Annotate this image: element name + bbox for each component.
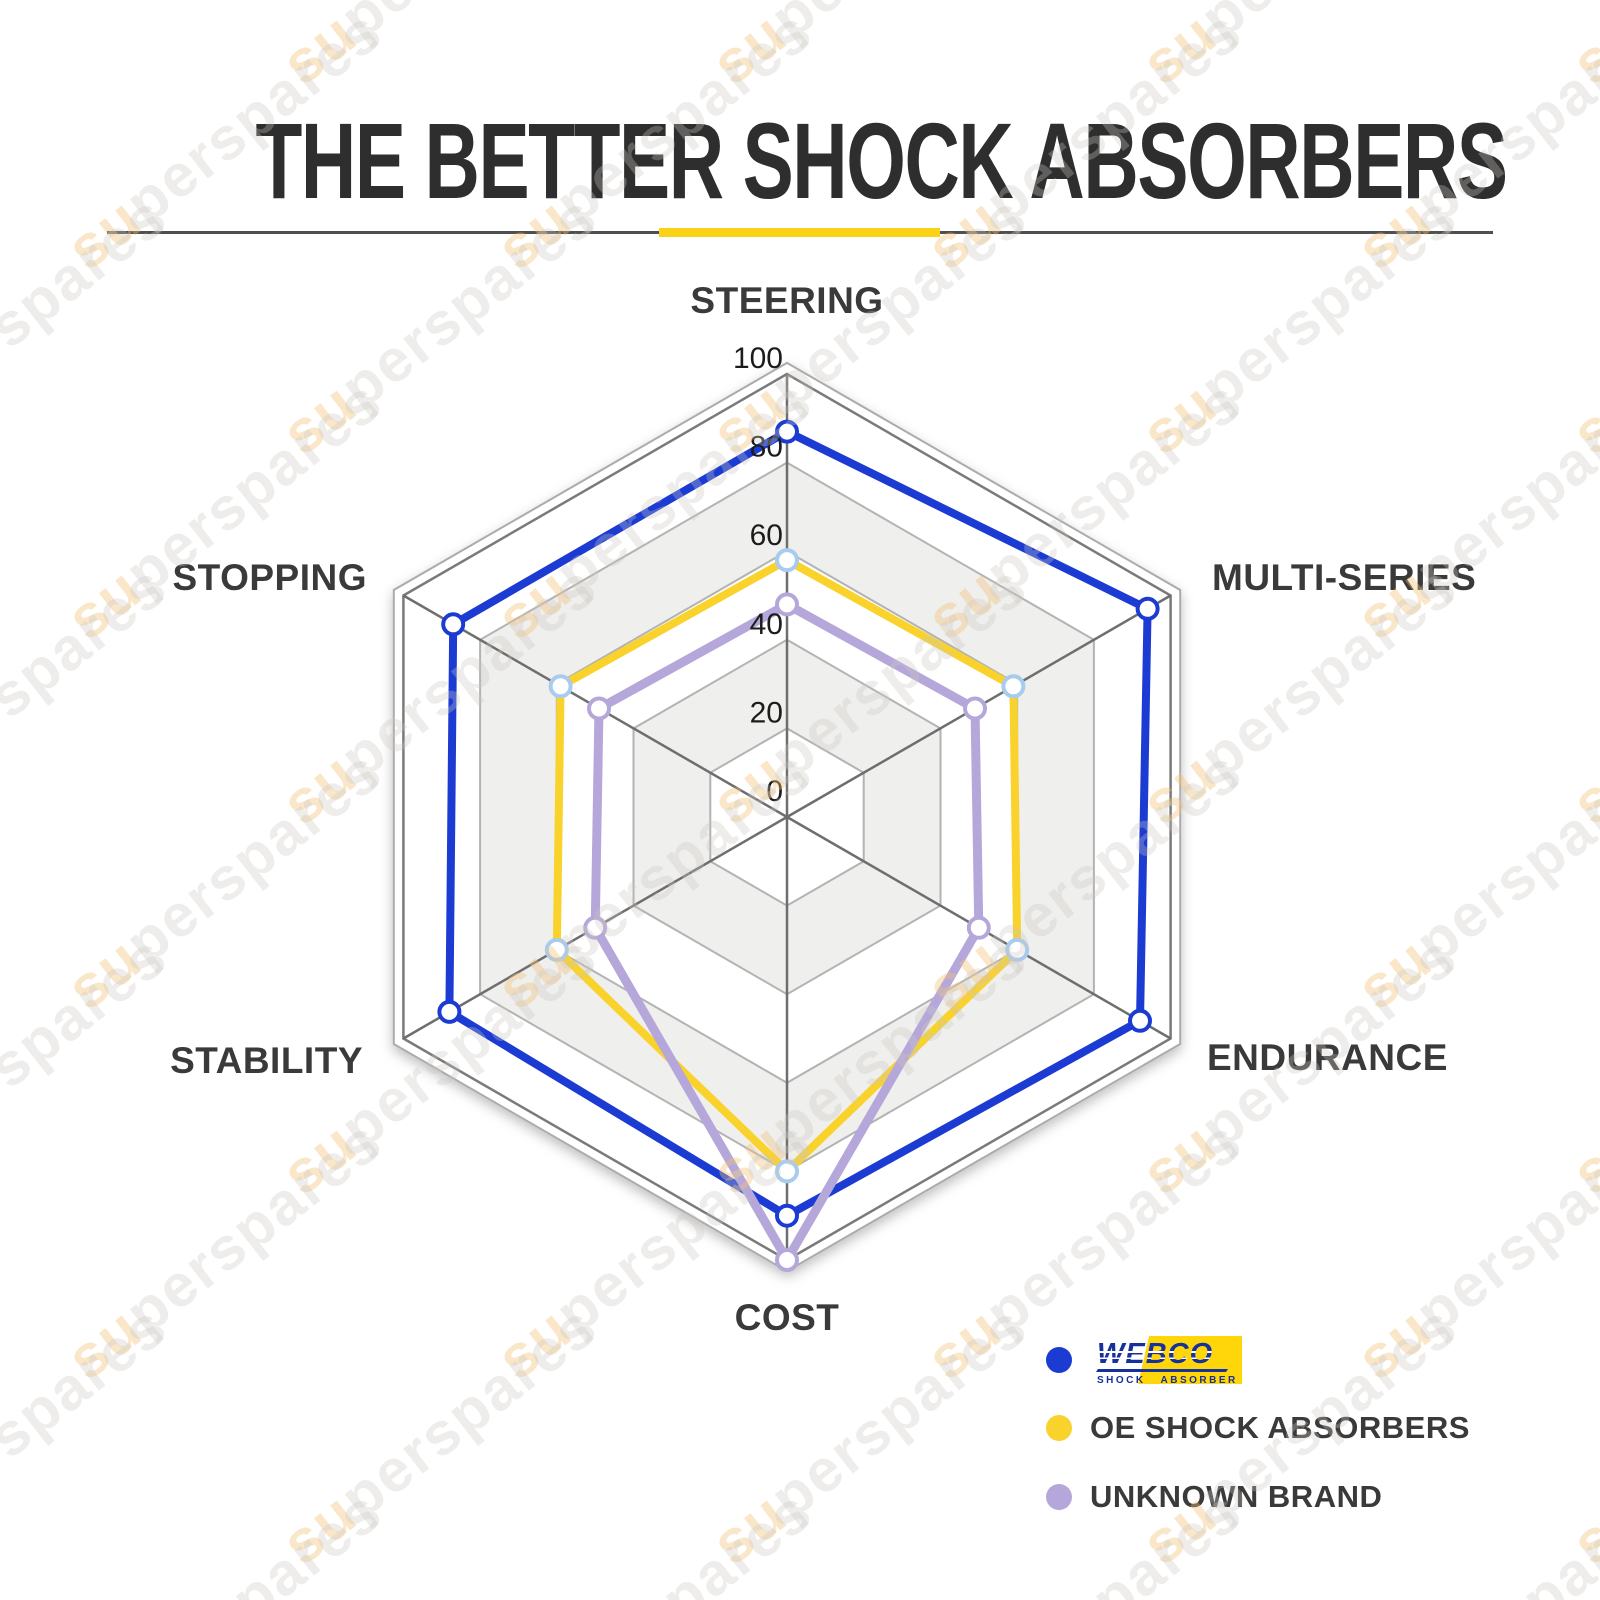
series-marker-0 [1135, 596, 1160, 621]
tick-label: 100 [733, 342, 783, 375]
series-marker-1 [1005, 937, 1030, 962]
series-marker-2 [583, 915, 608, 940]
series-marker-1 [775, 548, 799, 573]
page-title: THE BETTER SHOCK ABSORBERS [255, 100, 1509, 221]
series-marker-2 [963, 696, 987, 721]
webco-logo-text: WEBCO [1097, 1338, 1214, 1370]
webco-logo: WEBCO SHOCK ABSORBER [1090, 1336, 1242, 1386]
axis-label-stopping: STOPPING [172, 557, 367, 598]
legend-dot-oe [1046, 1415, 1072, 1441]
legend-item-oe: OE SHOCK ABSORBERS [1046, 1402, 1470, 1454]
series-marker-1 [775, 1159, 799, 1184]
webco-logo-subtext: SHOCK ABSORBER [1097, 1375, 1238, 1386]
tick-label: 20 [750, 696, 783, 729]
tick-label: 40 [750, 608, 783, 641]
axis-label-multi-series: MULTI-SERIES [1212, 557, 1477, 598]
legend-dot-webco [1046, 1347, 1072, 1373]
legend-label-oe: OE SHOCK ABSORBERS [1090, 1410, 1470, 1445]
series-marker-2 [966, 915, 991, 940]
tick-label: 60 [750, 519, 783, 552]
axis-label-cost: COST [734, 1297, 840, 1338]
series-marker-0 [775, 1203, 799, 1228]
series-marker-2 [775, 1248, 799, 1272]
legend-item-webco: WEBCO SHOCK ABSORBER [1046, 1334, 1242, 1386]
title-accent-bar [659, 228, 940, 237]
legend-dot-unknown [1046, 1484, 1072, 1510]
series-marker-2 [587, 696, 611, 721]
legend-label-unknown: UNKNOWN BRAND [1090, 1479, 1383, 1514]
series-marker-0 [441, 612, 466, 637]
series-marker-0 [437, 999, 462, 1024]
title-block: THE BETTER SHOCK ABSORBERS [0, 100, 1600, 221]
legend-item-unknown: UNKNOWN BRAND [1046, 1471, 1382, 1523]
axis-label-stability: STABILITY [170, 1040, 363, 1081]
series-marker-0 [1128, 1008, 1152, 1033]
series-marker-1 [548, 674, 573, 699]
tick-label: 0 [766, 775, 783, 808]
series-marker-1 [1001, 674, 1026, 699]
axis-label-steering: STEERING [690, 280, 884, 321]
axis-label-endurance: ENDURANCE [1207, 1037, 1448, 1078]
series-marker-2 [775, 592, 799, 617]
series-marker-0 [775, 419, 799, 444]
series-marker-1 [544, 937, 569, 962]
tick-label: 80 [750, 431, 783, 464]
